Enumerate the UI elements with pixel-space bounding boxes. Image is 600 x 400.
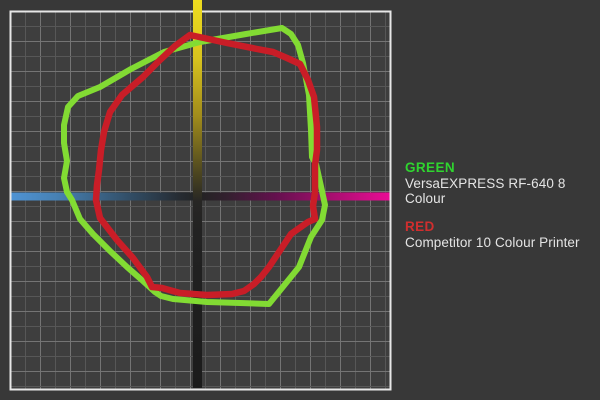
legend-key-red: RED	[405, 219, 435, 234]
legend-key-green: GREEN	[405, 160, 456, 175]
legend-label-red: Competitor 10 Colour Printer	[405, 235, 580, 250]
vertical-axis-bar	[193, 0, 202, 388]
legend-entry-red: RED Competitor 10 Colour Printer	[405, 219, 600, 251]
red-gamut-polygon	[92, 31, 321, 299]
legend: GREEN VersaEXPRESS RF-640 8 Colour RED C…	[405, 161, 600, 264]
legend-entry-green: GREEN VersaEXPRESS RF-640 8 Colour	[405, 160, 600, 207]
legend-label-green: VersaEXPRESS RF-640 8 Colour	[405, 176, 566, 206]
